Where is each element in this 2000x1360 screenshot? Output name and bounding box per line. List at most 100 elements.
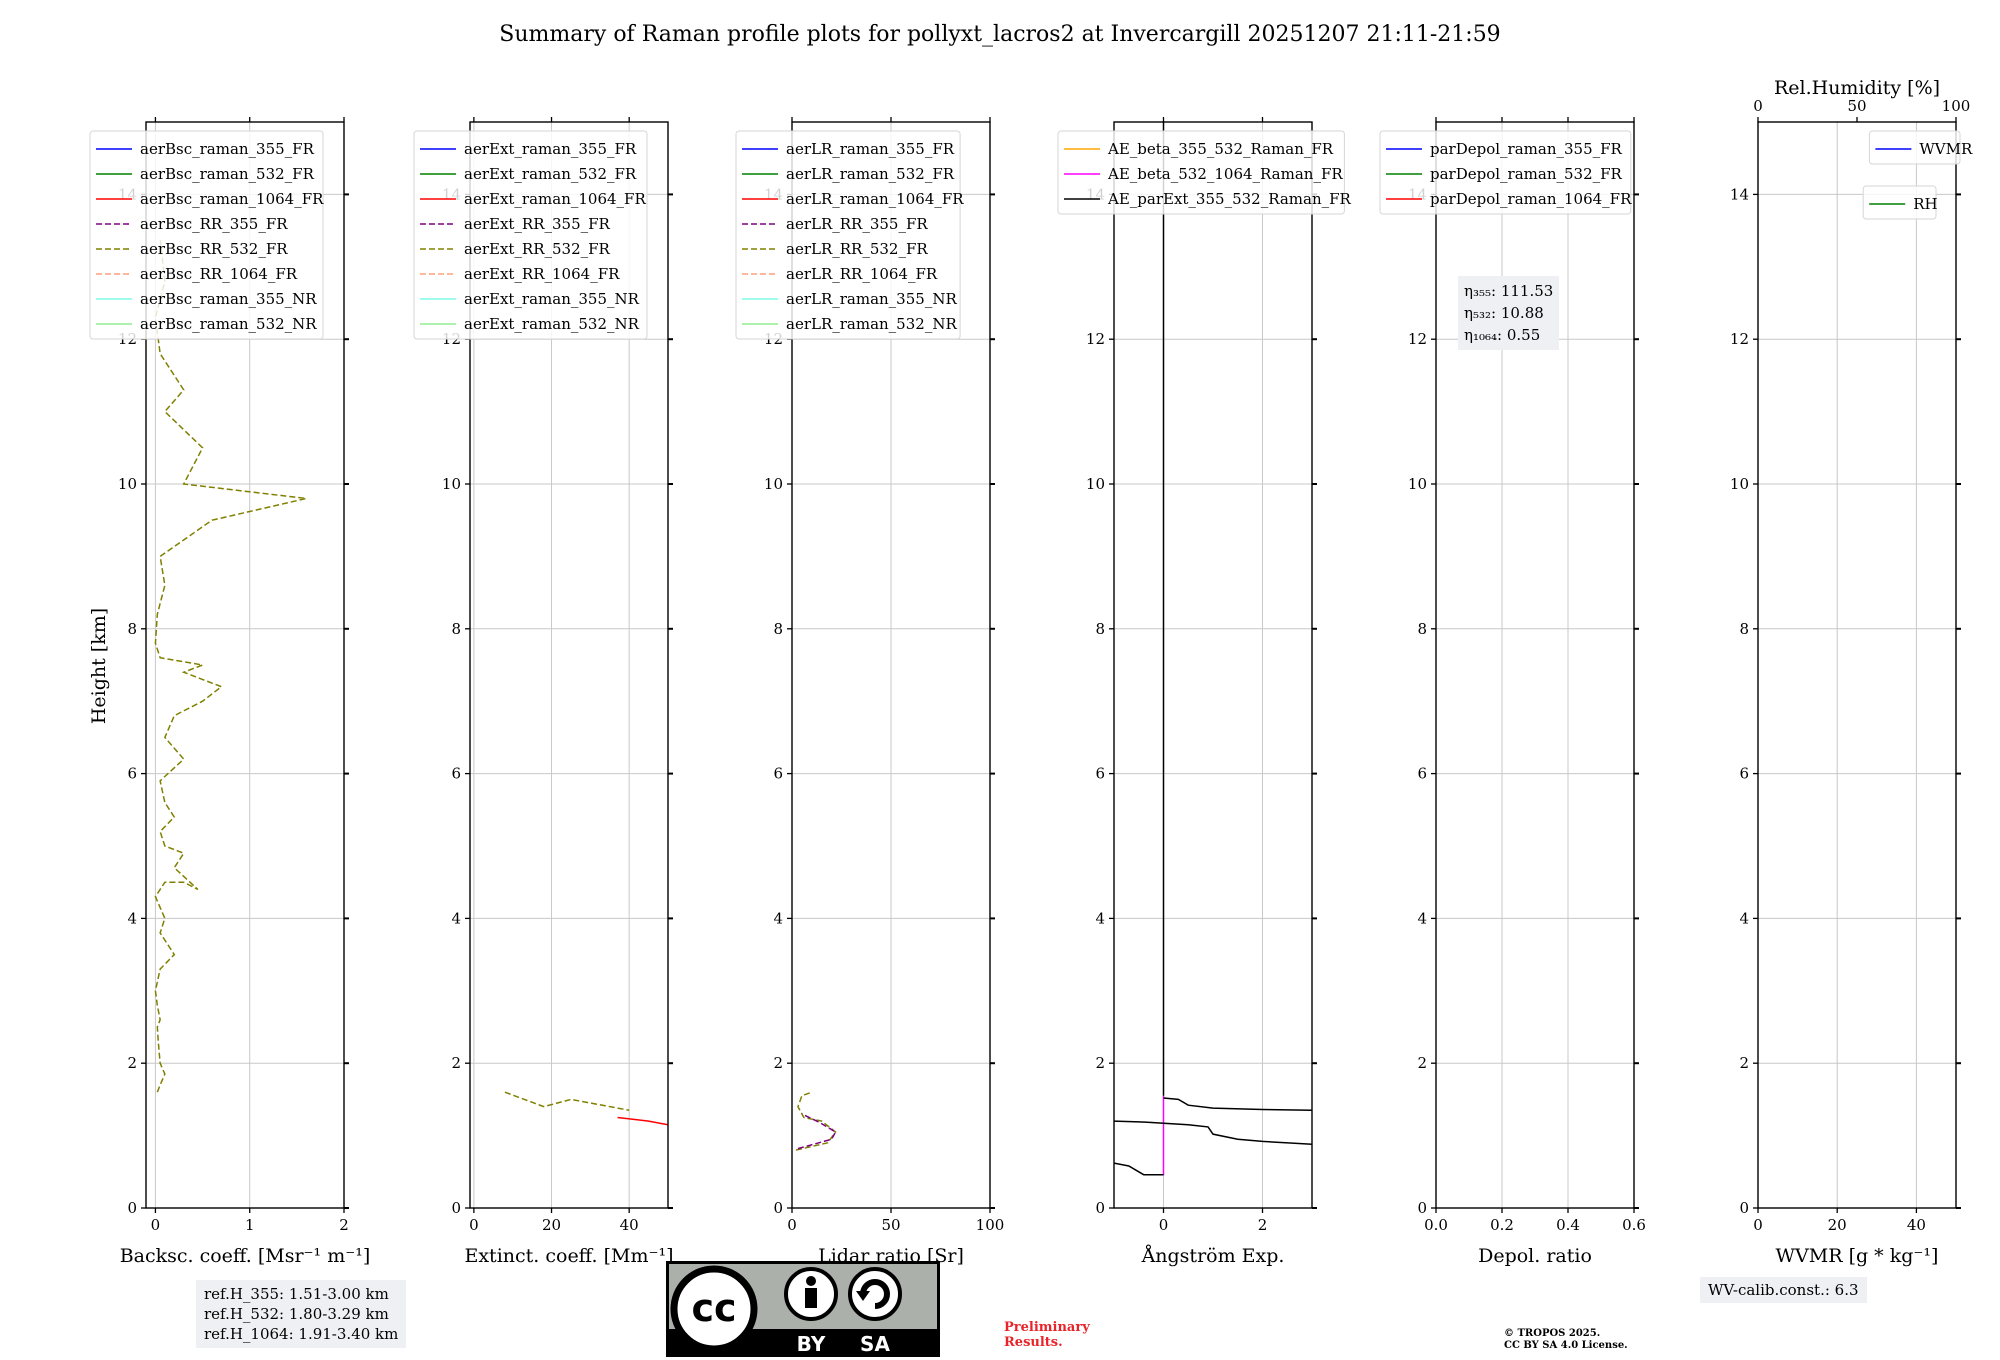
y-tick-label: 10 [764,475,783,493]
legend-label: aerLR_raman_355_FR [786,140,955,158]
ref-height-355: ref.H_355: 1.51-3.00 km [204,1285,389,1303]
x-tick-label: 0 [1753,1216,1763,1234]
y-tick-label: 8 [451,620,461,638]
eta-box: η₃₅₅: 111.53 η₅₃₂: 10.88 η₁₀₆₄: 0.55 [1458,276,1560,350]
x-tick-label: 50 [881,1216,900,1234]
cc-icon-text: cc [691,1286,736,1330]
y-tick-label: 10 [1730,475,1749,493]
legend-box [1868,130,1961,165]
preliminary-note: Preliminary Results. [1004,1320,1090,1350]
y-tick-label: 0 [773,1199,783,1217]
y-axis-label: Height [km] [88,608,110,724]
y-tick-label: 6 [1739,765,1749,783]
y-tick-label: 6 [127,765,137,783]
x-axis-label: Extinct. coeff. [Mm⁻¹] [464,1245,673,1267]
legend-label: parDepol_raman_1064_FR [1430,190,1632,208]
x-tick-label: 0 [1159,1216,1169,1234]
legend-label: aerBsc_raman_355_FR [140,140,315,158]
series-line-black [1114,1162,1164,1176]
legend-label: aerExt_raman_355_NR [464,290,640,308]
x-tick-label: 20 [1828,1216,1847,1234]
y-tick-label: 10 [1086,475,1105,493]
panel-ae: 0246810121402Ångström Exp.AE_beta_355_53… [1057,117,1352,1267]
reference-height-box: ref.H_355: 1.51-3.00 km ref.H_532: 1.80-… [196,1280,407,1348]
y-tick-label: 2 [451,1054,461,1072]
top-x-tick-label: 50 [1847,97,1866,115]
legend-label: aerBsc_raman_532_NR [140,315,317,333]
legend-box [413,130,648,340]
y-tick-label: 4 [451,909,461,927]
legend-label: aerExt_RR_532_FR [464,240,611,258]
axes-frame [145,121,345,1209]
legend-label: AE_beta_355_532_Raman_FR [1107,140,1334,158]
y-tick-label: 10 [442,475,461,493]
top-axis-label: Rel.Humidity [%] [1774,77,1940,99]
preliminary-line-1: Preliminary [1004,1320,1090,1335]
copyright-note: © TROPOS 2025. CC BY SA 4.0 License. [1504,1328,1628,1352]
legend-label: RH [1913,195,1937,213]
copyright-line-1: © TROPOS 2025. [1504,1328,1601,1339]
y-tick-label: 4 [127,909,137,927]
x-tick-label: 0 [787,1216,797,1234]
y-tick-label: 12 [1086,330,1105,348]
y-tick-label: 6 [773,765,783,783]
y-tick-label: 6 [1417,765,1427,783]
legend-label: aerLR_raman_532_NR [786,315,957,333]
legend-box-rh [1862,185,1937,220]
top-x-tick-label: 0 [1753,97,1763,115]
legend-label: AE_parExt_355_532_Raman_FR [1107,190,1352,208]
legend-box [1057,130,1345,215]
y-tick-label: 0 [1417,1199,1427,1217]
x-tick-label: 0.6 [1622,1216,1646,1234]
x-tick-label: 1 [245,1216,255,1234]
x-tick-label: 0.4 [1556,1216,1580,1234]
y-tick-label: 2 [1739,1054,1749,1072]
cc-icon [670,1265,758,1353]
y-tick-label: 10 [118,475,137,493]
y-tick-label: 14 [1730,185,1749,203]
x-tick-label: 40 [1907,1216,1926,1234]
y-tick-label: 10 [1408,475,1427,493]
legend-box [735,130,961,340]
y-tick-label: 8 [773,620,783,638]
cc-license-logo: cc BY SA [666,1261,940,1357]
x-axis-label: WVMR [g * kg⁻¹] [1776,1245,1939,1267]
legend-label: aerExt_RR_1064_FR [464,265,620,283]
series-line-olive [795,1091,837,1151]
legend-label: aerLR_raman_355_NR [786,290,957,308]
legend-label: aerExt_raman_1064_FR [464,190,646,208]
x-tick-label: 2 [339,1216,349,1234]
eta-532: η₅₃₂: 10.88 [1464,304,1544,322]
eta-355: η₃₅₅: 111.53 [1464,282,1554,300]
x-tick-label: 20 [542,1216,561,1234]
y-tick-label: 8 [1417,620,1427,638]
y-tick-label: 6 [451,765,461,783]
x-axis-label: Depol. ratio [1478,1245,1592,1267]
ref-height-532: ref.H_532: 1.80-3.29 km [204,1305,389,1323]
y-tick-label: 2 [1417,1054,1427,1072]
x-tick-label: 0.2 [1490,1216,1514,1234]
legend-box [89,130,324,340]
y-tick-label: 12 [1408,330,1427,348]
series-line-olive [154,237,307,1093]
legend-label: aerLR_RR_532_FR [786,240,928,258]
y-tick-label: 0 [1739,1199,1749,1217]
y-tick-label: 12 [1730,330,1749,348]
legend-label: aerExt_raman_532_FR [464,165,637,183]
x-axis-label: Backsc. coeff. [Msr⁻¹ m⁻¹] [120,1245,371,1267]
x-axis-label: Ångström Exp. [1141,1245,1285,1267]
axes-frame [1435,121,1635,1209]
cc-by-text: BY [797,1332,826,1356]
y-tick-label: 8 [127,620,137,638]
x-tick-label: 40 [620,1216,639,1234]
panel-lr: 02468101214050100Lidar ratio [Sr]aerLR_r… [735,117,1004,1267]
axes-frame [1113,121,1313,1209]
legend-label: aerBsc_RR_1064_FR [140,265,298,283]
legend-label: aerExt_RR_355_FR [464,215,611,233]
legend-label: aerExt_raman_532_NR [464,315,640,333]
series-line-black [1114,1120,1312,1146]
panel-bsc: 02468101214012Backsc. coeff. [Msr⁻¹ m⁻¹]… [89,117,371,1267]
legend-label: aerBsc_RR_355_FR [140,215,288,233]
sa-share-icon [848,1267,902,1321]
